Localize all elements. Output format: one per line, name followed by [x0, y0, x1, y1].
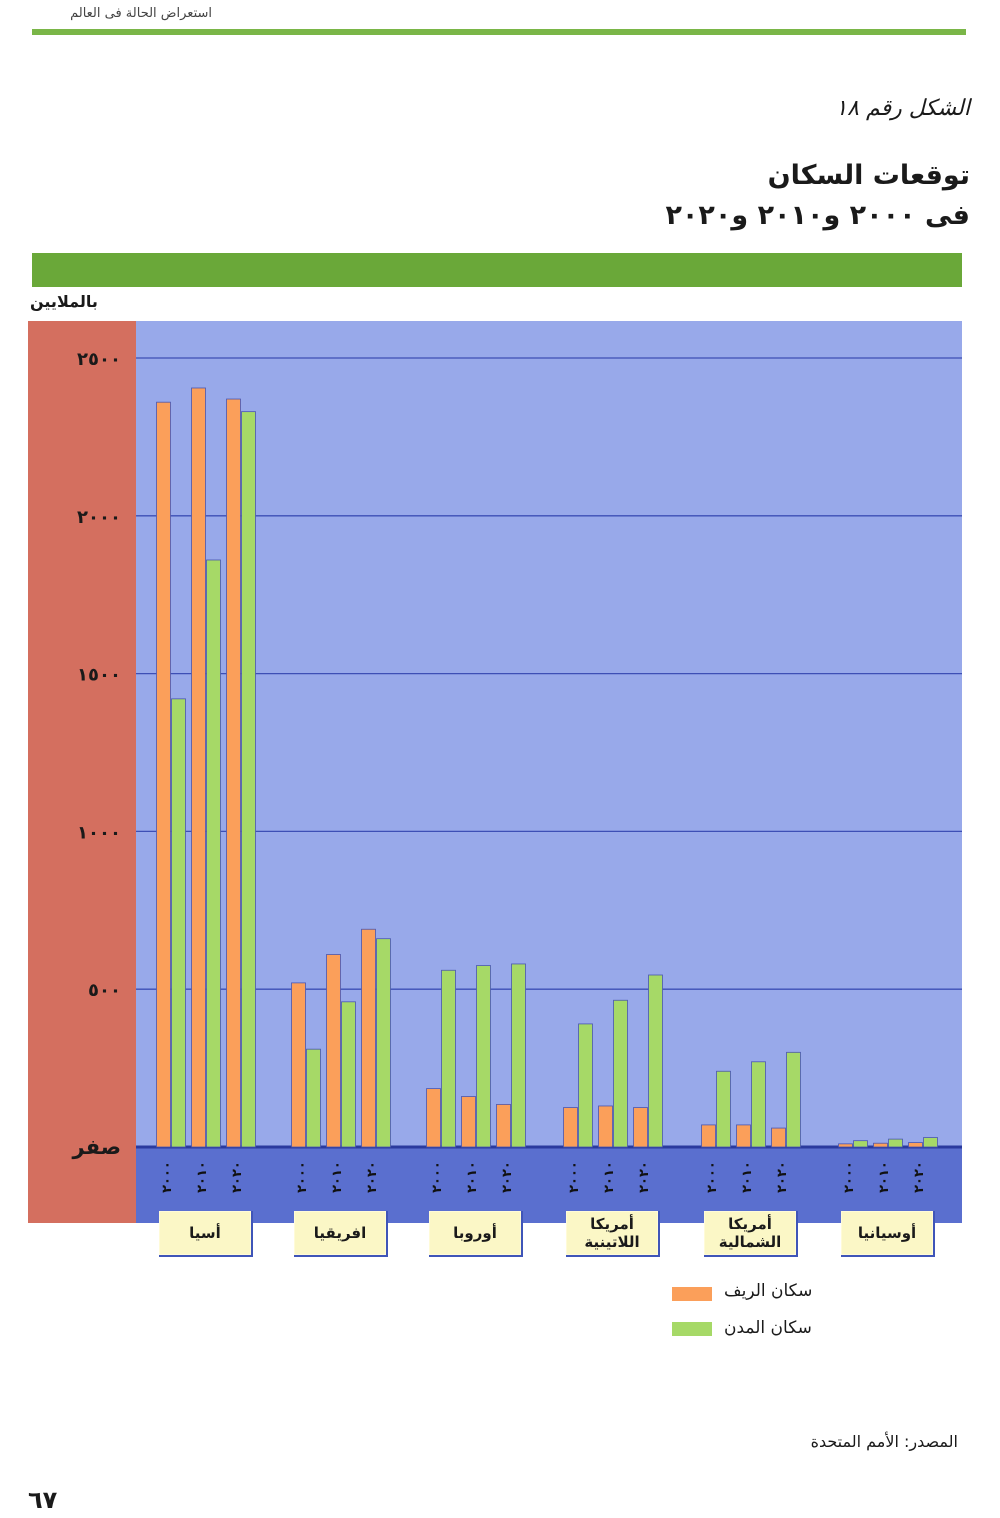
category-label: افريقيا: [294, 1211, 388, 1257]
bar-urban: [476, 965, 491, 1148]
bar-urban: [923, 1137, 938, 1148]
bar-urban: [613, 999, 628, 1148]
y-axis-unit: بالملايين: [30, 292, 98, 311]
bar-rural: [838, 1143, 853, 1148]
top-rule: [32, 29, 966, 35]
y-tick-label: ٥٠٠: [88, 980, 121, 1001]
year-label: ٢٠١٠: [465, 1161, 480, 1193]
plot-panel: [136, 321, 962, 1223]
figure-title-line2: فى ٢٠٠٠ و٢٠١٠ و٢٠٢٠: [665, 200, 970, 231]
bar-rural: [426, 1088, 441, 1148]
year-label: ٢٠١٠: [602, 1161, 617, 1193]
running-header: استعراض الحالة فى العالم: [70, 6, 212, 21]
bar-urban: [341, 1001, 356, 1148]
category-label: أسيا: [159, 1211, 253, 1257]
y-tick-label: ١٠٠٠: [77, 822, 121, 843]
bar-urban: [171, 698, 186, 1148]
category-label: أمريكا الشمالية: [704, 1211, 798, 1257]
bar-rural: [701, 1124, 716, 1148]
year-label: ٢٠٠٠: [160, 1161, 175, 1193]
category-label: أمريكا اللاتينية: [566, 1211, 660, 1257]
bar-rural: [291, 982, 306, 1148]
year-label: ٢٠١٠: [740, 1161, 755, 1193]
bar-rural: [908, 1142, 923, 1148]
bar-urban: [441, 969, 456, 1148]
bar-urban: [786, 1051, 801, 1148]
year-label: ٢٠٢٠: [500, 1161, 515, 1193]
year-label: ٢٠١٠: [195, 1161, 210, 1193]
y-tick-label: ٢٥٠٠: [77, 349, 121, 370]
year-label: ٢٠٠٠: [705, 1161, 720, 1193]
title-band: [32, 253, 962, 287]
bar-rural: [156, 401, 171, 1148]
year-label: ٢٠٢٠: [365, 1161, 380, 1193]
figure-title-line1: توقعات السكان: [767, 160, 970, 191]
year-label: ٢٠١٠: [330, 1161, 345, 1193]
year-label: ٢٠٠٠: [295, 1161, 310, 1193]
y-tick-label: ١٥٠٠: [77, 665, 121, 686]
bar-urban: [716, 1070, 731, 1148]
year-label: ٢٠٠٠: [842, 1161, 857, 1193]
y-axis-panel: [28, 321, 136, 1223]
figure-title: توقعات السكان فى ٢٠٠٠ و٢٠١٠ و٢٠٢٠: [665, 156, 970, 236]
year-label: ٢٠٢٠: [637, 1161, 652, 1193]
legend-swatch-rural: [672, 1287, 712, 1301]
bar-rural: [226, 398, 241, 1148]
bar-rural: [873, 1142, 888, 1148]
bar-rural: [633, 1107, 648, 1148]
bar-rural: [461, 1096, 476, 1148]
page-number: ٦٧: [28, 1486, 58, 1514]
legend-label-rural: سكان الريف: [724, 1281, 813, 1301]
bar-urban: [511, 963, 526, 1148]
year-label: ٢٠٠٠: [430, 1161, 445, 1193]
figure-label: الشكل رقم ١٨: [835, 96, 970, 121]
bar-urban: [306, 1048, 321, 1148]
bar-urban: [376, 938, 391, 1148]
bar-urban: [578, 1023, 593, 1148]
y-tick-label: ٢٠٠٠: [77, 507, 121, 528]
year-label: ٢٠٢٠: [912, 1161, 927, 1193]
year-label: ٢٠٢٠: [230, 1161, 245, 1193]
legend-swatch-urban: [672, 1322, 712, 1336]
y-tick-label: صفر: [72, 1135, 121, 1159]
bar-urban: [888, 1138, 903, 1148]
bar-rural: [598, 1105, 613, 1148]
source-note: المصدر: الأمم المتحدة: [810, 1432, 958, 1451]
bar-rural: [771, 1127, 786, 1148]
year-label: ٢٠٢٠: [775, 1161, 790, 1193]
bar-rural: [563, 1107, 578, 1148]
bar-urban: [648, 974, 663, 1148]
bar-rural: [736, 1124, 751, 1148]
bar-rural: [326, 954, 341, 1148]
bar-urban: [853, 1140, 868, 1148]
bar-urban: [751, 1061, 766, 1148]
year-strip: [136, 1147, 962, 1223]
legend-label-urban: سكان المدن: [724, 1318, 812, 1338]
year-label: ٢٠٠٠: [567, 1161, 582, 1193]
bar-rural: [191, 387, 206, 1148]
category-label: أوروبا: [429, 1211, 523, 1257]
bar-rural: [496, 1103, 511, 1148]
year-label: ٢٠١٠: [877, 1161, 892, 1193]
bar-urban: [241, 411, 256, 1148]
category-label: أوسيانيا: [841, 1211, 935, 1257]
bar-chart: صفر ٥٠٠ ١٠٠٠ ١٥٠٠ ٢٠٠٠ ٢٥٠٠ ٢٠٠٠ ٢٠١٠ ٢٠٢٠ ٢٠٠٠ ٢٠…: [72, 349, 962, 1223]
bar-urban: [206, 559, 221, 1148]
bar-rural: [361, 928, 376, 1148]
